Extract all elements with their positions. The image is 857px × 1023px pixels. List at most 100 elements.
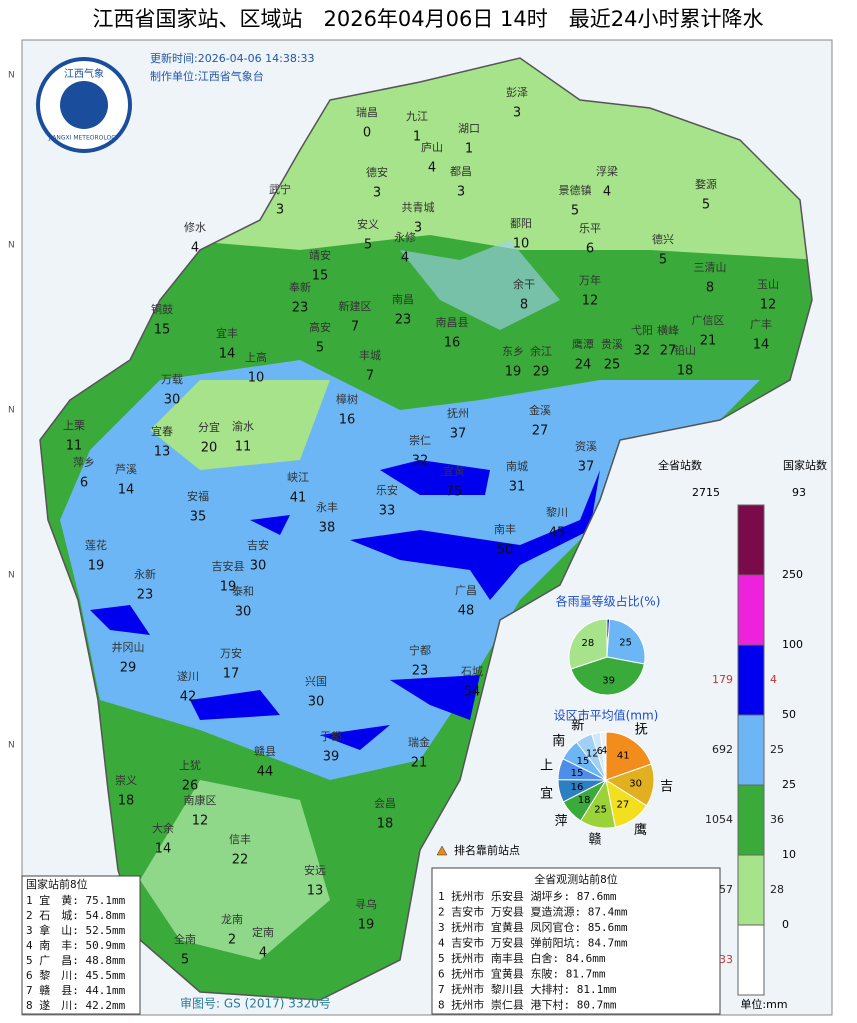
station-name: 遂川 [177, 669, 199, 683]
station-value: 4 [428, 161, 436, 176]
station-value: 16 [444, 336, 461, 351]
legend-left-total: 2715 [692, 486, 720, 499]
station-name: 永新 [134, 567, 156, 581]
station-name: 铅山 [674, 343, 696, 357]
station-value: 23 [137, 588, 154, 603]
station-name: 都昌 [450, 165, 472, 178]
station-name: 兴国 [305, 675, 327, 688]
station-name: 大余 [152, 821, 174, 835]
station-value: 3 [513, 106, 521, 121]
pie-slice [599, 731, 607, 781]
station-name: 万安 [220, 646, 242, 660]
national-row: 1 宜 黄: 75.1mm [26, 893, 126, 907]
station-name: 乐平 [579, 222, 601, 235]
station-value: 75 [446, 485, 463, 500]
station-value: 26 [182, 779, 199, 794]
legend-swatch [737, 504, 765, 576]
station-value: 4 [603, 185, 611, 200]
station-value: 13 [154, 445, 171, 460]
station-value: 15 [154, 323, 171, 338]
station-name: 靖安 [309, 248, 331, 262]
station-value: 14 [118, 483, 135, 498]
station-value: 21 [411, 756, 428, 771]
station-name: 横峰 [657, 323, 679, 337]
station-value: 23 [292, 301, 309, 316]
station-name: 瑞昌 [356, 105, 378, 119]
station-name: 井冈山 [112, 640, 145, 654]
legend-left-count: 33 [719, 953, 733, 966]
station-value: 1 [465, 142, 473, 157]
station-value: 5 [316, 341, 324, 356]
station-name: 安义 [357, 217, 379, 231]
station-value: 19 [505, 365, 522, 380]
station-name: 庐山 [421, 140, 443, 154]
station-value: 14 [753, 338, 770, 353]
station-value: 11 [235, 440, 252, 455]
station-name: 广丰 [750, 318, 772, 331]
province-row: 3 抚州市 宜黄县 凤冈官仓: 85.6mm [438, 920, 628, 934]
legend-level: 10 [782, 848, 796, 861]
logo-inner [60, 81, 108, 129]
station-value: 23 [395, 313, 412, 328]
station-name: 上高 [245, 350, 267, 364]
station-name: 崇义 [115, 774, 137, 787]
station-value: 22 [232, 853, 249, 868]
station-name: 石城 [461, 665, 483, 678]
province-title: 全省观测站前8位 [534, 872, 618, 886]
slice-value: 41 [617, 751, 630, 762]
slice-label: 宜 [540, 787, 553, 802]
station-name: 广信区 [692, 314, 725, 327]
slice-value: 4 [601, 745, 607, 756]
station-value: 38 [319, 521, 336, 536]
station-name: 会昌 [374, 797, 396, 810]
station-name: 上犹 [179, 759, 201, 772]
legend-left-count: 692 [712, 743, 733, 756]
station-name: 萍乡 [73, 456, 95, 469]
station-value: 17 [223, 667, 240, 682]
legend-level: 100 [782, 638, 803, 651]
station-value: 5 [181, 953, 189, 968]
station-name: 瑞金 [408, 735, 430, 749]
station-value: 3 [276, 203, 284, 218]
station-name: 余江 [530, 344, 552, 358]
station-value: 6 [586, 242, 594, 257]
national-box [21, 875, 141, 1015]
station-name: 赣县 [254, 744, 276, 758]
station-name: 寻乌 [355, 897, 377, 911]
lat-label: N [8, 71, 15, 81]
station-name: 武宁 [269, 182, 291, 196]
station-name: 万年 [579, 273, 601, 287]
lat-label: N [8, 741, 15, 751]
station-value: 41 [290, 491, 307, 506]
station-value: 5 [702, 198, 710, 213]
station-value: 27 [532, 424, 549, 439]
slice-label: 吉 [660, 779, 673, 794]
slice-value: 12 [586, 749, 599, 760]
station-name: 婺源 [695, 177, 717, 191]
station-value: 18 [377, 817, 394, 832]
national-row: 4 南 丰: 50.9mm [26, 939, 126, 952]
slice-value: 25 [619, 638, 632, 649]
station-value: 35 [190, 510, 207, 525]
national-row: 5 广 昌: 48.8mm [26, 954, 126, 967]
national-row: 6 黎 川: 45.5mm [26, 968, 126, 982]
station-name: 吉安 [247, 538, 269, 552]
station-value: 19 [220, 580, 237, 595]
station-name: 南康区 [184, 793, 217, 807]
station-value: 48 [458, 604, 475, 619]
station-value: 31 [509, 480, 526, 495]
logo-cn: 江西气象 [64, 67, 104, 80]
station-name: 德安 [366, 165, 388, 179]
province-row: 8 抚州市 崇仁县 港下村: 80.7mm [438, 998, 617, 1012]
station-name: 景德镇 [559, 183, 592, 197]
station-name: 广昌 [455, 584, 477, 597]
legend-right-total: 93 [792, 486, 806, 499]
slice-label: 萍 [555, 814, 568, 829]
station-value: 5 [571, 204, 579, 219]
station-value: 7 [351, 320, 359, 335]
station-name: 金溪 [529, 403, 551, 417]
legend-left-header: 全省站数 [658, 458, 702, 472]
slice-value: 30 [629, 778, 642, 789]
station-value: 19 [358, 918, 375, 933]
